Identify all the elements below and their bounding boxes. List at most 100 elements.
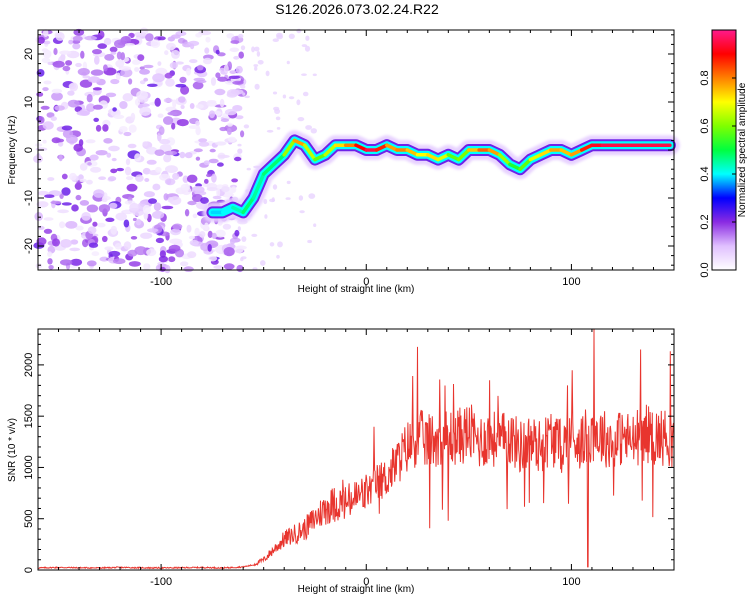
spectrogram-noise-blob — [129, 202, 140, 212]
spectrogram-noise-blob — [187, 200, 197, 206]
spectrogram-noise-blob — [68, 39, 74, 45]
spectrogram-noise-blob — [251, 46, 255, 53]
spectrogram-noise-blob — [189, 239, 199, 246]
colorbar-axis: 0.0 0.2 0.4 0.6 0.8 — [699, 70, 736, 278]
spectrogram-noise-blob — [79, 200, 90, 206]
spectrogram-noise-blob — [143, 77, 149, 82]
spectrogram-noise-blob — [126, 183, 138, 192]
spectrogram-noise-blob — [123, 131, 132, 137]
spectrogram-noise-blob — [84, 35, 97, 41]
spectrogram-noise-blob — [189, 103, 195, 109]
spectrogram-noise-blob — [62, 65, 71, 72]
spectrogram-noise-blob — [112, 258, 126, 265]
spectrogram-noise-blob — [198, 141, 210, 147]
spectrogram-noise-blob — [163, 116, 174, 125]
spectrogram-noise-blob — [191, 193, 203, 203]
spectrogram-noise-blob — [230, 40, 240, 44]
spectrogram-noise-blob — [164, 150, 178, 156]
spectrogram-noise-blob — [171, 122, 176, 130]
spectrogram-noise-blob — [211, 232, 217, 239]
spectrogram-noise-blob — [92, 221, 98, 227]
spectrogram-noise-blob — [254, 46, 260, 52]
spectrogram-noise-blob — [123, 209, 131, 214]
spectrogram-noise-blob — [104, 246, 114, 251]
spectrogram-noise-blob — [197, 64, 204, 71]
spectrogram-noise-blob — [87, 76, 101, 83]
spectrogram-noise-blob — [168, 256, 176, 263]
spectrogram-noise-blob — [59, 50, 72, 55]
spectrogram-noise-blob — [269, 198, 276, 203]
spectrogram-noise-blob — [198, 138, 208, 143]
spectrogram-ridge-segment — [508, 162, 522, 171]
spectrogram-noise-blob — [60, 239, 72, 248]
spectrogram-noise-blob — [87, 162, 92, 166]
spectrogram-noise-blob — [227, 128, 232, 135]
spectrogram-noise-blob — [139, 103, 150, 108]
y-tick-label: 2000 — [23, 353, 35, 377]
spectrogram-noise-blob — [47, 251, 53, 257]
spectrogram-noise-blob — [213, 265, 224, 269]
spectrogram-noise-blob — [204, 222, 209, 231]
spectrogram-noise-blob — [155, 81, 163, 86]
spectrogram-noise-blob — [204, 47, 210, 54]
spectrogram-noise-blob — [297, 117, 305, 122]
spectrogram-noise-blob — [65, 221, 78, 229]
spectrogram-ridge-segment — [538, 148, 553, 157]
spectrogram-noise-blob — [180, 183, 191, 191]
spectrogram-noise-blob — [130, 112, 136, 122]
spectrogram-noise-blob — [72, 43, 81, 50]
spectrogram-noise-blob — [119, 126, 128, 133]
spectrogram-noise-blob — [207, 244, 212, 252]
spectrogram-noise-blob — [82, 75, 91, 79]
spectrogram-noise-blob — [184, 209, 190, 217]
spectrogram-noise-blob — [223, 263, 235, 270]
spectrogram-noise-blob — [226, 33, 235, 39]
spectrogram-noise-blob — [305, 125, 312, 130]
spectrogram-noise-blob — [276, 32, 283, 38]
spectrogram-noise-blob — [136, 90, 149, 100]
spectrogram-y-axis: -20 -10 0 10 20 — [23, 34, 674, 266]
spectrogram-noise-blob — [92, 104, 103, 110]
spectrogram-noise-blob — [232, 80, 244, 85]
colorbar-tick-label: 0.8 — [699, 70, 711, 85]
spectrogram-noise-blob — [159, 266, 166, 272]
spectrogram-noise-blob — [235, 65, 243, 74]
spectrogram-noise-blob — [170, 228, 181, 236]
spectrogram-noise-blob — [135, 174, 144, 182]
x-tick-label: 0 — [363, 576, 369, 588]
spectrogram-ridge-segment — [456, 148, 471, 162]
spectrogram-noise-blob — [103, 138, 113, 144]
spectrogram-noise-blob — [152, 210, 165, 219]
spectrogram-noise-blob — [75, 62, 82, 68]
spectrogram-noise-blob — [69, 247, 81, 252]
spectrogram-noise-blob — [86, 103, 96, 112]
spectrogram-noise-blob — [105, 92, 117, 98]
spectrogram-noise-blob — [241, 236, 247, 243]
spectrogram-noise-blob — [54, 105, 65, 111]
spectrogram-noise-blob — [186, 174, 198, 183]
spectrogram-ridge-segment — [559, 148, 574, 157]
spectrogram-ridge-segment — [241, 196, 256, 215]
spectrogram-noise-blob — [214, 88, 226, 96]
spectrogram-noise-blob — [148, 198, 157, 204]
spectrogram-noise-blob — [305, 35, 310, 41]
spectrogram-noise-blob — [234, 229, 240, 237]
spectrogram-noise-blob — [51, 88, 63, 94]
spectrogram-noise-blob — [157, 132, 162, 142]
spectrogram-noise-blob — [97, 43, 107, 49]
spectrogram-noise-blob — [188, 235, 195, 240]
spectrogram-noise-blob — [217, 76, 228, 82]
spectrogram-noise-blob — [57, 209, 69, 214]
spectrogram-noise-blob — [34, 143, 43, 147]
snr-panel: -100 0 100 0 500 1000 1500 2000 Height of stra… — [7, 328, 675, 595]
x-tick-label: -100 — [150, 276, 172, 288]
spectrogram-noise-blob — [86, 179, 93, 185]
spectrogram-noise-blob — [90, 166, 102, 173]
spectrogram-noise-blob — [98, 204, 111, 213]
spectrogram-noise-blob — [146, 83, 158, 88]
spectrogram-noise-blob — [286, 180, 291, 185]
spectrogram-noise-blob — [242, 92, 246, 96]
spectrogram-noise-blob — [196, 79, 207, 84]
spectrogram-noise-blob — [116, 51, 122, 60]
spectrogram-noise-blob — [35, 263, 43, 269]
